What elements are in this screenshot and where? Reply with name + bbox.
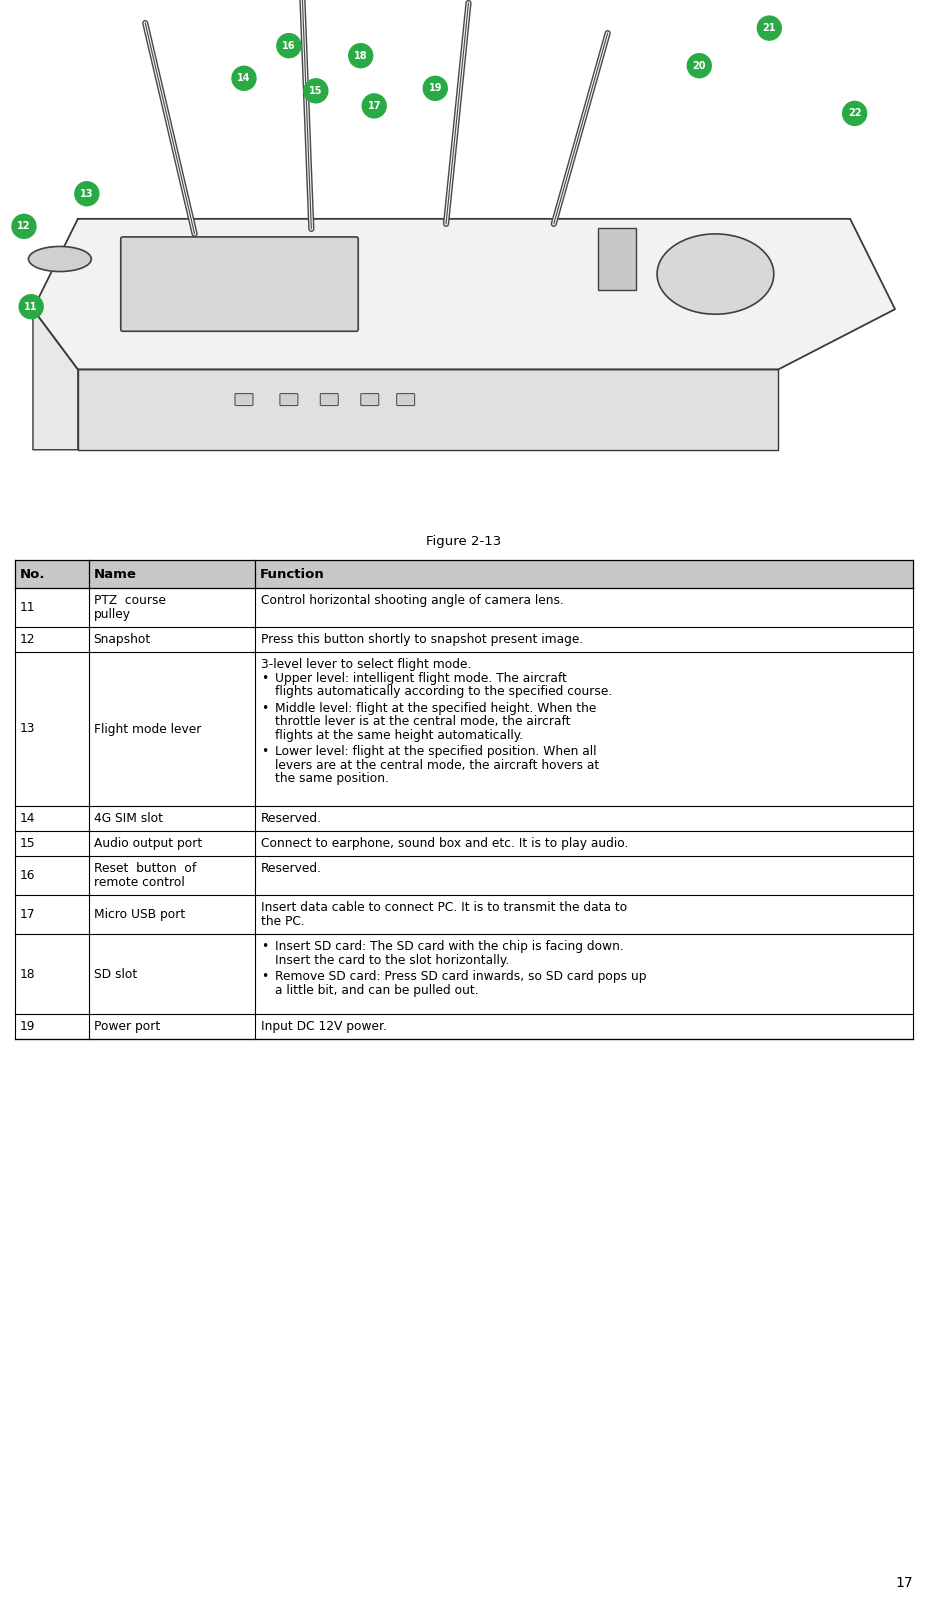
Bar	[15, 588, 912, 627]
Text: 12: 12	[20, 633, 35, 646]
Text: 20: 20	[692, 61, 705, 71]
Text: •: •	[260, 672, 268, 685]
Text: Control horizontal shooting angle of camera lens.: Control horizontal shooting angle of cam…	[260, 595, 563, 608]
Text: 11: 11	[24, 302, 38, 312]
Circle shape	[232, 66, 256, 90]
Text: Connect to earphone, sound box and etc. It is to play audio.: Connect to earphone, sound box and etc. …	[260, 837, 628, 850]
Circle shape	[19, 294, 44, 318]
Bar	[15, 831, 912, 856]
Text: 15: 15	[20, 837, 35, 850]
Bar	[15, 627, 912, 651]
Text: 17: 17	[20, 908, 35, 921]
Text: 22: 22	[847, 108, 860, 118]
Polygon shape	[33, 218, 894, 370]
Text: Middle level: flight at the specified height. When the: Middle level: flight at the specified he…	[274, 701, 595, 714]
Text: Reserved.: Reserved.	[260, 863, 322, 876]
Circle shape	[687, 53, 710, 78]
Bar	[15, 806, 912, 831]
Text: 16: 16	[20, 869, 35, 882]
Text: Lower level: flight at the specified position. When all: Lower level: flight at the specified pos…	[274, 745, 596, 758]
Text: No.: No.	[20, 567, 45, 580]
Text: 19: 19	[428, 84, 441, 94]
Text: 15: 15	[309, 86, 323, 95]
Circle shape	[276, 34, 300, 58]
Text: pulley: pulley	[94, 608, 131, 621]
Text: 12: 12	[18, 221, 31, 231]
Text: flights at the same height automatically.: flights at the same height automatically…	[274, 729, 522, 742]
Circle shape	[423, 76, 447, 100]
Bar	[15, 651, 912, 806]
Text: 17: 17	[895, 1576, 912, 1590]
Bar	[15, 1013, 912, 1039]
Text: Upper level: intelligent flight mode. The aircraft: Upper level: intelligent flight mode. Th…	[274, 672, 566, 685]
Text: the same position.: the same position.	[274, 772, 388, 785]
Text: Power port: Power port	[94, 1020, 159, 1033]
Bar	[15, 561, 912, 588]
Text: 13: 13	[20, 722, 35, 735]
Text: flights automatically according to the specified course.: flights automatically according to the s…	[274, 685, 612, 698]
Circle shape	[842, 102, 866, 126]
FancyBboxPatch shape	[280, 394, 298, 406]
Text: remote control: remote control	[94, 876, 184, 889]
Text: 14: 14	[20, 811, 35, 826]
Circle shape	[12, 215, 36, 239]
Text: •: •	[260, 701, 268, 714]
Ellipse shape	[29, 247, 91, 271]
Text: Reserved.: Reserved.	[260, 813, 322, 826]
Text: Flight mode lever: Flight mode lever	[94, 722, 201, 735]
Text: 13: 13	[80, 189, 94, 199]
Text: 18: 18	[353, 50, 367, 61]
Text: 17: 17	[367, 100, 381, 112]
Text: Figure 2-13: Figure 2-13	[425, 535, 502, 548]
Text: a little bit, and can be pulled out.: a little bit, and can be pulled out.	[274, 984, 478, 997]
Circle shape	[756, 16, 781, 40]
Text: SD slot: SD slot	[94, 968, 137, 981]
Text: Press this button shortly to snapshot present image.: Press this button shortly to snapshot pr…	[260, 633, 582, 646]
Text: the PC.: the PC.	[260, 915, 304, 928]
Bar	[15, 895, 912, 934]
Text: Reset  button  of: Reset button of	[94, 863, 196, 876]
Text: Insert data cable to connect PC. It is to transmit the data to: Insert data cable to connect PC. It is t…	[260, 902, 627, 915]
Text: Audio output port: Audio output port	[94, 837, 202, 850]
Text: 4G SIM slot: 4G SIM slot	[94, 811, 162, 826]
Text: 3-level lever to select flight mode.: 3-level lever to select flight mode.	[260, 658, 471, 671]
Text: Insert the card to the slot horizontally.: Insert the card to the slot horizontally…	[274, 953, 509, 966]
Circle shape	[362, 94, 386, 118]
FancyBboxPatch shape	[235, 394, 253, 406]
Polygon shape	[78, 370, 778, 449]
Text: •: •	[260, 941, 268, 953]
Text: levers are at the central mode, the aircraft hovers at: levers are at the central mode, the airc…	[274, 760, 598, 772]
Text: •: •	[260, 745, 268, 758]
Text: 18: 18	[20, 968, 35, 981]
FancyBboxPatch shape	[121, 238, 358, 331]
Bar	[15, 934, 912, 1013]
Text: Snapshot: Snapshot	[94, 633, 151, 646]
Text: Name: Name	[94, 567, 136, 580]
Circle shape	[349, 44, 373, 68]
Polygon shape	[33, 309, 78, 449]
FancyBboxPatch shape	[361, 394, 378, 406]
Text: 16: 16	[282, 40, 296, 50]
FancyBboxPatch shape	[597, 228, 635, 291]
Text: Remove SD card: Press SD card inwards, so SD card pops up: Remove SD card: Press SD card inwards, s…	[274, 970, 645, 983]
Text: Input DC 12V power.: Input DC 12V power.	[260, 1020, 387, 1033]
FancyBboxPatch shape	[320, 394, 338, 406]
Text: PTZ  course: PTZ course	[94, 595, 165, 608]
Text: 21: 21	[762, 23, 775, 32]
Circle shape	[303, 79, 327, 103]
Text: Function: Function	[260, 567, 324, 580]
Bar	[15, 856, 912, 895]
Ellipse shape	[656, 234, 773, 314]
Text: 14: 14	[237, 73, 250, 84]
Text: Insert SD card: The SD card with the chip is facing down.: Insert SD card: The SD card with the chi…	[274, 941, 623, 953]
Text: •: •	[260, 970, 268, 983]
Text: 11: 11	[20, 601, 35, 614]
Text: throttle lever is at the central mode, the aircraft: throttle lever is at the central mode, t…	[274, 716, 570, 729]
Text: 19: 19	[20, 1020, 35, 1033]
Text: Micro USB port: Micro USB port	[94, 908, 184, 921]
Circle shape	[75, 181, 99, 205]
FancyBboxPatch shape	[396, 394, 414, 406]
